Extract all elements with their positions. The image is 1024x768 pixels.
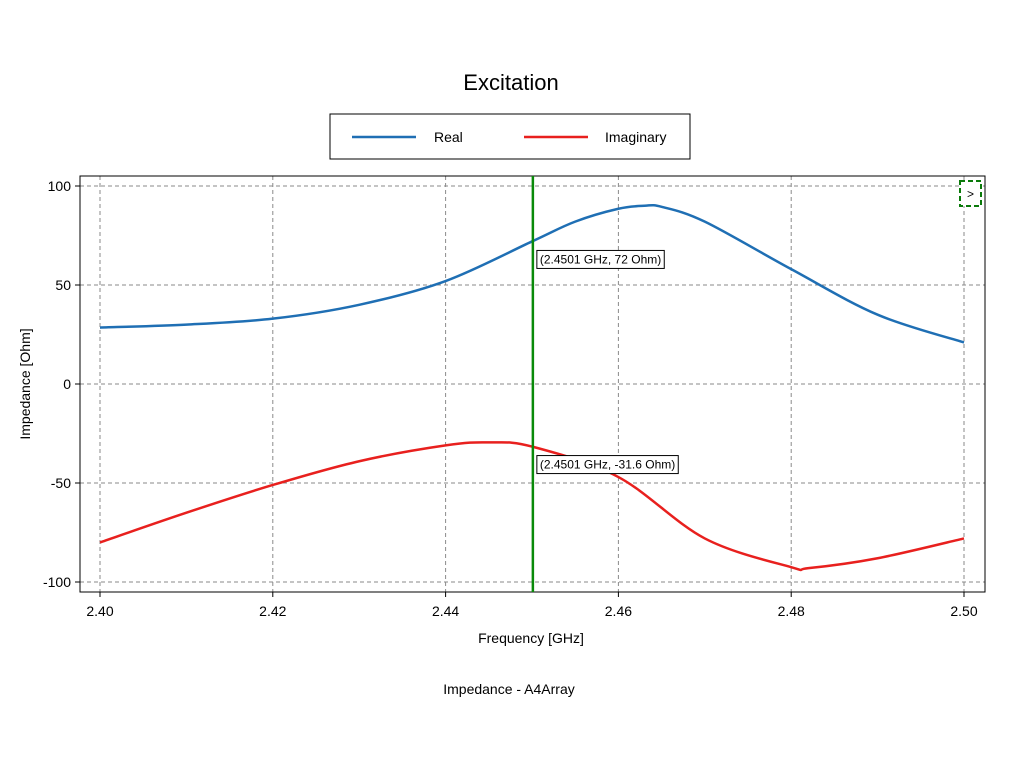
expand-chevron-icon: >	[967, 187, 974, 201]
marker-label-text: (2.4501 GHz, -31.6 Ohm)	[540, 458, 675, 472]
legend-label-real: Real	[434, 129, 463, 145]
series-line-real	[99, 203, 965, 344]
expand-button[interactable]: >	[959, 180, 982, 207]
x-axis-label: Frequency [GHz]	[478, 630, 584, 646]
y-tick-label: 100	[48, 178, 72, 194]
marker-label-imaginary: (2.4501 GHz, -31.6 Ohm)	[536, 455, 679, 475]
chart-title: Excitation	[463, 70, 558, 95]
expand-button-frame	[959, 180, 982, 207]
x-tick-label: 2.42	[259, 603, 286, 619]
legend-label-imaginary: Imaginary	[605, 129, 666, 145]
marker-label-real: (2.4501 GHz, 72 Ohm)	[536, 249, 665, 269]
y-tick-label: -100	[43, 574, 71, 590]
y-tick-label: 50	[55, 277, 71, 293]
x-tick-label: 2.46	[605, 603, 632, 619]
y-axis-label: Impedance [Ohm]	[17, 328, 33, 439]
x-tick-label: 2.50	[950, 603, 977, 619]
plot-area: 2.40 2.42 2.44 2.46 2.48 2.50 100 50 0 -50 -100 (2.…	[43, 175, 986, 619]
marker-label-box	[536, 249, 665, 269]
marker-label-text: (2.4501 GHz, 72 Ohm)	[540, 252, 661, 266]
x-tick-label: 2.44	[432, 603, 459, 619]
y-tick-label: 0	[63, 376, 71, 392]
x-tick-label: 2.48	[778, 603, 805, 619]
marker-label-box	[536, 455, 679, 475]
y-tick-label: -50	[51, 475, 71, 491]
legend: Real Imaginary	[329, 113, 691, 160]
x-tick-label: 2.40	[86, 603, 113, 619]
chart-caption: Impedance - A4Array	[443, 681, 575, 697]
